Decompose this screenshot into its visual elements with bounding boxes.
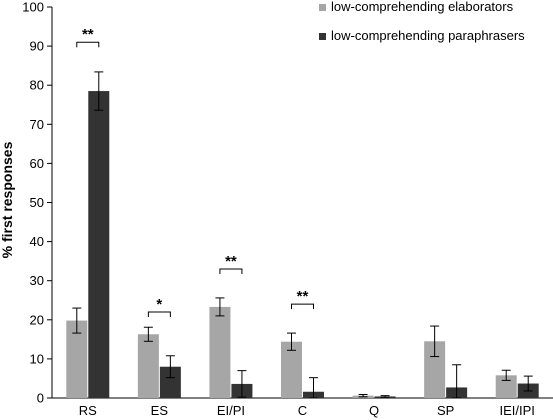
bar <box>424 341 446 398</box>
significance-bracket <box>291 303 314 310</box>
legend: low-comprehending elaborators low-compreh… <box>319 0 525 43</box>
significance-label: ** <box>297 288 309 305</box>
y-tick-label: 0 <box>37 391 44 406</box>
legend-swatch <box>319 4 326 11</box>
significance-bracket <box>76 41 100 48</box>
bar <box>88 91 110 398</box>
significance-bracket <box>219 268 243 274</box>
legend-label: low-comprehending paraphrasers <box>331 28 525 43</box>
y-axis-label: % first responses <box>0 141 15 258</box>
y-tick-label: 90 <box>30 39 44 54</box>
bar <box>281 341 302 398</box>
bars <box>66 91 539 398</box>
x-tick-label: IEI/IPI <box>500 403 535 418</box>
bar <box>209 306 231 398</box>
significance-annotations: ******* <box>76 26 314 317</box>
y-tick-label: 50 <box>30 195 44 210</box>
legend-swatch <box>319 33 326 40</box>
y-tick-label: 20 <box>30 312 44 327</box>
bar <box>159 366 181 398</box>
bar <box>66 320 88 398</box>
x-tick-label: RS <box>79 403 97 418</box>
x-tick-label: ES <box>151 403 169 418</box>
legend-label: low-comprehending elaborators <box>331 0 514 14</box>
significance-label: ** <box>82 26 94 43</box>
x-tick-label: EI/PI <box>217 403 245 418</box>
significance-label: ** <box>225 253 237 270</box>
error-bars <box>72 71 533 399</box>
bar <box>495 375 517 398</box>
bar <box>137 334 159 398</box>
y-tick-label: 30 <box>30 273 44 288</box>
axes: 0 10 20 30 40 50 60 70 80 90 100 RS ES EI/PI C Q SP IEI/I… <box>22 0 553 418</box>
y-tick-label: 80 <box>30 78 44 93</box>
y-tick-label: 100 <box>22 0 44 15</box>
y-tick-label: 10 <box>30 351 44 366</box>
significance-label: * <box>156 296 162 313</box>
significance-bracket <box>147 311 171 317</box>
x-tick-label: SP <box>437 403 454 418</box>
x-tick-label: Q <box>369 403 379 418</box>
y-tick-label: 70 <box>30 117 44 132</box>
x-tick-label: C <box>298 403 307 418</box>
y-tick-label: 40 <box>30 234 44 249</box>
y-tick-label: 60 <box>30 156 44 171</box>
